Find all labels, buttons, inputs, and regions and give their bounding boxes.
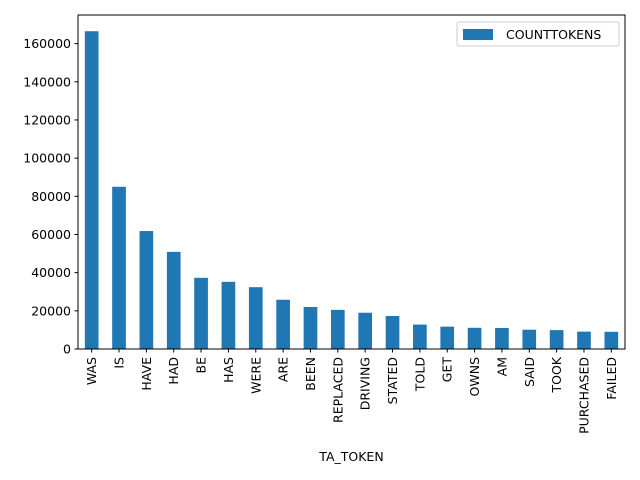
y-tick-label: 120000 — [23, 112, 71, 127]
bar-are — [276, 299, 290, 349]
plot-frame — [77, 14, 626, 350]
x-tick-label: GET — [440, 357, 455, 383]
legend-box — [456, 21, 620, 47]
bar-be — [194, 277, 208, 349]
x-tick-label: BE — [194, 357, 209, 374]
x-tick-label: AM — [494, 357, 509, 376]
x-tick-label: REPLACED — [330, 357, 345, 423]
x-tick-label: HAVE — [139, 357, 154, 391]
bars-group — [84, 31, 619, 349]
legend: COUNTTOKENS — [456, 21, 620, 47]
x-tick-label: WERE — [248, 357, 263, 394]
bar-failed — [604, 331, 619, 349]
bar-been — [303, 307, 318, 349]
x-tick-label: TOLD — [412, 357, 427, 392]
y-tick-label: 40000 — [31, 265, 71, 280]
y-tick-label: 0 — [63, 342, 71, 357]
bar-owns — [467, 327, 482, 349]
bar-driving — [358, 312, 373, 349]
x-tick-label: PURCHASED — [576, 357, 591, 434]
legend-swatch — [463, 29, 493, 40]
y-tick-label: 80000 — [31, 189, 71, 204]
x-axis-label: TA_TOKEN — [318, 449, 383, 464]
x-tick-label: BEEN — [303, 357, 318, 391]
bar-was — [84, 31, 99, 349]
bar-took — [549, 330, 564, 349]
x-tick-label: HAS — [221, 357, 236, 383]
x-tick-label: HAD — [166, 357, 181, 385]
x-tick-label: WAS — [84, 357, 99, 385]
bar-is — [112, 186, 126, 349]
x-tick-label: STATED — [385, 357, 400, 404]
y-tick-label: 160000 — [23, 36, 71, 51]
x-tick-label: TOOK — [549, 356, 564, 393]
bar-stated — [385, 315, 400, 349]
y-tick-label: 60000 — [31, 227, 71, 242]
x-axis: WAS IS HAVE HAD BE HAS WERE ARE BEEN REPLACED DRIV… — [84, 349, 619, 434]
legend-label: COUNTTOKENS — [506, 27, 601, 42]
y-tick-label: 100000 — [23, 151, 71, 166]
bar-had — [166, 251, 181, 349]
x-tick-label: DRIVING — [358, 357, 373, 410]
x-tick-label: IS — [112, 357, 127, 369]
bar-have — [139, 231, 154, 349]
y-tick-label: 20000 — [31, 303, 71, 318]
x-tick-label: SAID — [522, 357, 537, 387]
x-tick-label: OWNS — [467, 357, 482, 397]
y-axis: 0 20000 40000 60000 80000 100000 120000 140000 1… — [23, 36, 78, 357]
y-tick-label: 140000 — [23, 74, 71, 89]
bar-am — [495, 328, 509, 349]
bar-said — [522, 329, 537, 349]
x-tick-label: ARE — [276, 357, 291, 382]
bar-get — [440, 326, 455, 349]
bar-told — [413, 324, 427, 349]
x-tick-label: FAILED — [604, 357, 619, 400]
bar-replaced — [330, 309, 345, 349]
bar-purchased — [577, 331, 591, 349]
bar-has — [221, 281, 236, 349]
bar-were — [248, 287, 263, 349]
